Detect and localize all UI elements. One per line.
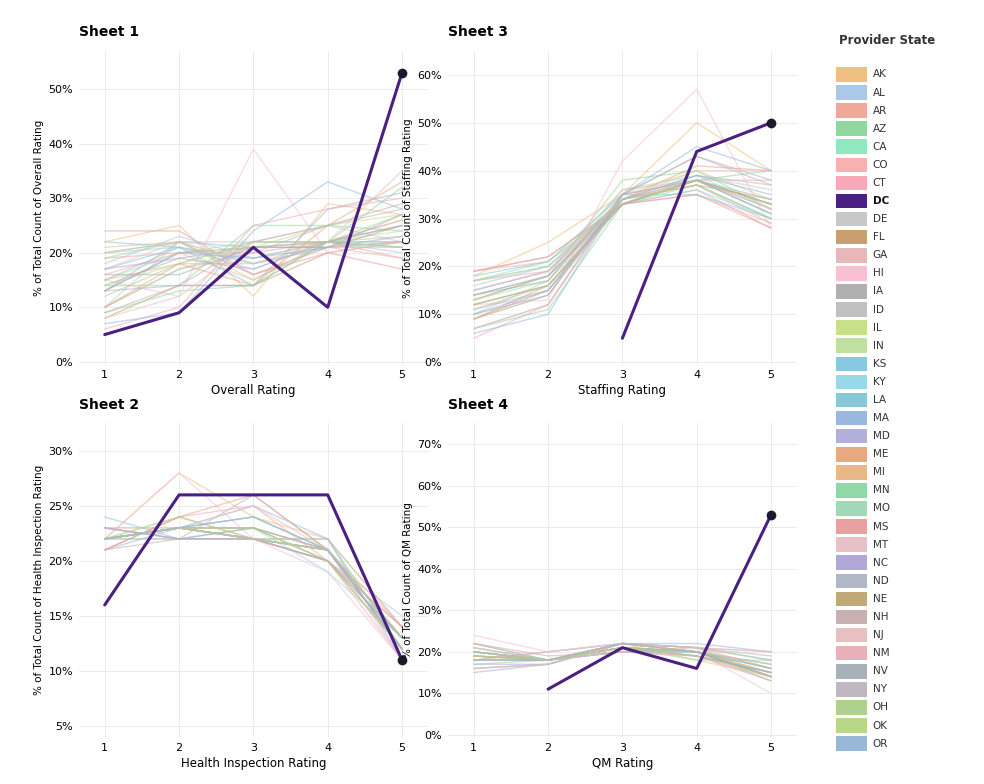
Text: AK: AK <box>873 70 887 79</box>
Text: NH: NH <box>873 612 889 622</box>
X-axis label: Overall Rating: Overall Rating <box>212 384 295 397</box>
Bar <box>836 194 867 209</box>
Bar <box>836 357 867 371</box>
Y-axis label: % of Total Count of Staffing Rating: % of Total Count of Staffing Rating <box>403 118 413 298</box>
Text: MI: MI <box>873 467 885 477</box>
Bar <box>836 284 867 299</box>
Bar <box>836 592 867 606</box>
Text: OR: OR <box>873 739 888 749</box>
Text: OK: OK <box>873 720 888 731</box>
Bar <box>836 411 867 426</box>
Bar <box>836 537 867 552</box>
Bar <box>836 465 867 480</box>
Text: NV: NV <box>873 666 888 677</box>
Text: Sheet 2: Sheet 2 <box>79 397 139 412</box>
Text: Sheet 3: Sheet 3 <box>448 25 508 39</box>
Text: AL: AL <box>873 88 886 97</box>
Bar <box>836 483 867 498</box>
Text: NC: NC <box>873 557 888 568</box>
Text: AR: AR <box>873 106 887 115</box>
Bar <box>836 103 867 118</box>
Text: GA: GA <box>873 250 888 260</box>
Text: MO: MO <box>873 503 890 514</box>
Bar <box>836 158 867 172</box>
Bar <box>836 85 867 100</box>
Bar <box>836 519 867 534</box>
Text: ID: ID <box>873 304 884 314</box>
Text: IA: IA <box>873 286 883 296</box>
Bar <box>836 393 867 407</box>
Text: KY: KY <box>873 377 886 387</box>
Text: DC: DC <box>873 196 889 206</box>
Bar <box>836 736 867 751</box>
Text: NE: NE <box>873 594 887 604</box>
Text: MS: MS <box>873 521 889 532</box>
Bar <box>836 610 867 624</box>
Text: MT: MT <box>873 539 888 550</box>
Bar <box>836 140 867 154</box>
Text: NM: NM <box>873 648 890 658</box>
X-axis label: Health Inspection Rating: Health Inspection Rating <box>181 757 326 770</box>
Bar <box>836 646 867 660</box>
Bar <box>836 628 867 642</box>
X-axis label: Staffing Rating: Staffing Rating <box>579 384 666 397</box>
Text: ME: ME <box>873 449 888 459</box>
Text: CO: CO <box>873 160 889 170</box>
Text: CT: CT <box>873 178 887 188</box>
Bar <box>836 339 867 353</box>
Bar <box>836 574 867 588</box>
Y-axis label: % of Total Count of QM Rating: % of Total Count of QM Rating <box>403 503 413 658</box>
Bar <box>836 67 867 82</box>
Text: LA: LA <box>873 395 886 405</box>
Bar <box>836 555 867 570</box>
Bar <box>836 266 867 281</box>
Bar <box>836 230 867 245</box>
Text: HI: HI <box>873 268 884 278</box>
Y-axis label: % of Total Count of Overall Rating: % of Total Count of Overall Rating <box>34 120 44 296</box>
Bar <box>836 447 867 462</box>
Text: AZ: AZ <box>873 124 887 134</box>
Bar <box>836 664 867 678</box>
Text: ND: ND <box>873 575 889 586</box>
Bar <box>836 248 867 263</box>
Bar <box>836 122 867 136</box>
Text: NY: NY <box>873 684 887 695</box>
Text: Sheet 1: Sheet 1 <box>79 25 139 39</box>
Bar <box>836 176 867 191</box>
Bar <box>836 501 867 516</box>
Text: Sheet 4: Sheet 4 <box>448 397 508 412</box>
Bar <box>836 700 867 715</box>
Bar <box>836 303 867 317</box>
Text: OH: OH <box>873 702 889 713</box>
Y-axis label: % of Total Count of Health Inspection Rating: % of Total Count of Health Inspection Ra… <box>34 465 44 695</box>
Text: KS: KS <box>873 359 886 368</box>
Text: MN: MN <box>873 485 890 495</box>
Bar <box>836 375 867 389</box>
Text: NJ: NJ <box>873 630 884 640</box>
Text: MA: MA <box>873 413 889 423</box>
X-axis label: QM Rating: QM Rating <box>591 757 653 770</box>
Bar <box>836 682 867 697</box>
Bar <box>836 718 867 733</box>
Bar <box>836 212 867 227</box>
Text: IN: IN <box>873 341 884 350</box>
Text: CA: CA <box>873 142 888 152</box>
Text: FL: FL <box>873 232 885 242</box>
Text: MD: MD <box>873 431 890 441</box>
Text: DE: DE <box>873 214 888 224</box>
Text: IL: IL <box>873 323 882 332</box>
Bar <box>836 321 867 335</box>
Text: Provider State: Provider State <box>839 34 936 48</box>
Bar <box>836 429 867 444</box>
